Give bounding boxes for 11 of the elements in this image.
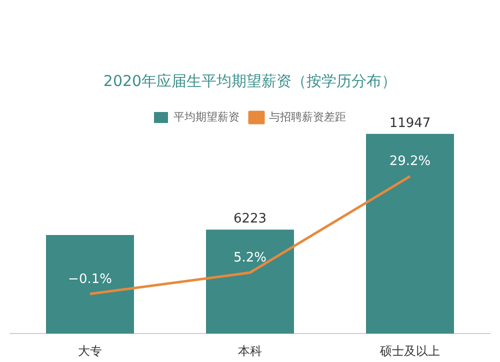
data-label: −0.1%	[68, 272, 112, 287]
data-label: 6223	[233, 211, 267, 226]
data-label: 11947	[389, 116, 431, 131]
chart-title: 2020年应届生平均期望薪资（按学历分布）	[102, 71, 398, 92]
x-tick-label: 硕士及以上	[379, 344, 440, 358]
legend-label: 与招聘薪资差距	[269, 110, 346, 124]
data-label: 5.2%	[233, 250, 267, 266]
x-tick-label: 大专	[78, 344, 102, 358]
legend-label: 平均期望薪资	[174, 110, 240, 124]
x-tick-label: 本科	[238, 344, 262, 358]
data-label: 29.2%	[389, 154, 431, 170]
